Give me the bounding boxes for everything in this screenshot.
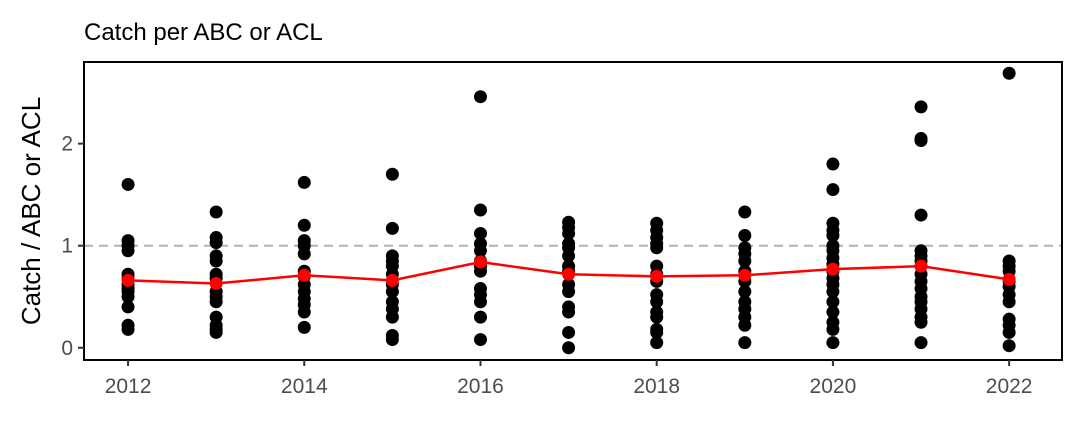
data-point <box>650 310 664 324</box>
data-point <box>121 290 135 304</box>
y-tick-label: 0 <box>61 337 73 360</box>
data-point <box>914 134 928 148</box>
data-point <box>1002 325 1016 339</box>
data-point <box>562 305 576 319</box>
data-point <box>826 157 840 171</box>
data-point <box>650 325 664 339</box>
data-point <box>121 177 135 191</box>
mean-point <box>738 268 752 282</box>
data-point <box>209 236 223 250</box>
data-point <box>914 315 928 329</box>
mean-point <box>1002 272 1016 286</box>
data-point <box>650 241 664 255</box>
data-point <box>914 100 928 114</box>
mean-point <box>297 268 311 282</box>
chart-title: Catch per ABC or ACL <box>84 19 323 46</box>
data-point <box>738 228 752 242</box>
mean-point <box>209 276 223 290</box>
data-point <box>826 228 840 242</box>
points-layer <box>121 66 1016 355</box>
data-point <box>473 295 487 309</box>
data-point <box>738 318 752 332</box>
data-point <box>473 310 487 324</box>
mean-points-layer <box>121 255 1016 290</box>
data-point <box>562 226 576 240</box>
data-point <box>297 218 311 232</box>
data-point <box>473 264 487 278</box>
data-point <box>297 247 311 261</box>
x-tick-label: 2022 <box>986 375 1033 398</box>
data-point <box>826 295 840 309</box>
x-axis: 2012 2014 2016 2018 2020 2022 <box>105 360 1033 398</box>
mean-point <box>650 269 664 283</box>
data-point <box>297 175 311 189</box>
data-point <box>914 208 928 222</box>
x-tick-label: 2012 <box>105 375 152 398</box>
y-axis: 0 1 2 <box>61 133 84 360</box>
data-point <box>121 244 135 258</box>
data-point <box>738 285 752 299</box>
x-tick-label: 2014 <box>281 375 328 398</box>
data-point <box>738 336 752 350</box>
x-tick-label: 2016 <box>457 375 504 398</box>
data-point <box>385 310 399 324</box>
x-tick-label: 2020 <box>810 375 857 398</box>
data-point <box>209 295 223 309</box>
y-tick-label: 2 <box>61 133 73 156</box>
data-point <box>121 300 135 314</box>
data-point <box>209 325 223 339</box>
data-point <box>1002 339 1016 353</box>
panel-border <box>83 61 1063 361</box>
data-point <box>473 203 487 217</box>
data-point <box>826 336 840 350</box>
data-point <box>826 305 840 319</box>
y-axis-title: Catch / ABC or ACL <box>16 97 46 325</box>
data-point <box>385 167 399 181</box>
data-point <box>1002 295 1016 309</box>
data-point <box>826 183 840 197</box>
data-point <box>826 322 840 336</box>
plot-panel <box>83 61 1063 361</box>
data-point <box>562 325 576 339</box>
mean-point <box>473 255 487 269</box>
data-point <box>473 333 487 347</box>
mean-point <box>562 267 576 281</box>
mean-point <box>914 259 928 273</box>
data-point <box>738 254 752 268</box>
data-point <box>562 285 576 299</box>
data-point <box>826 285 840 299</box>
x-tick-label: 2018 <box>633 375 680 398</box>
mean-point <box>826 262 840 276</box>
data-point <box>385 285 399 299</box>
data-point <box>385 221 399 235</box>
mean-point <box>121 273 135 287</box>
data-point <box>1002 66 1016 80</box>
data-point <box>562 341 576 355</box>
data-point <box>473 244 487 258</box>
mean-point <box>385 273 399 287</box>
data-point <box>650 336 664 350</box>
data-point <box>562 249 576 263</box>
data-point <box>385 333 399 347</box>
data-point <box>473 90 487 104</box>
data-point <box>473 226 487 240</box>
data-point <box>297 305 311 319</box>
data-point <box>209 205 223 219</box>
data-point <box>121 322 135 336</box>
data-point <box>297 320 311 334</box>
data-point <box>914 336 928 350</box>
y-tick-label: 1 <box>61 235 73 258</box>
data-point <box>209 254 223 268</box>
data-point <box>650 295 664 309</box>
data-point <box>738 205 752 219</box>
